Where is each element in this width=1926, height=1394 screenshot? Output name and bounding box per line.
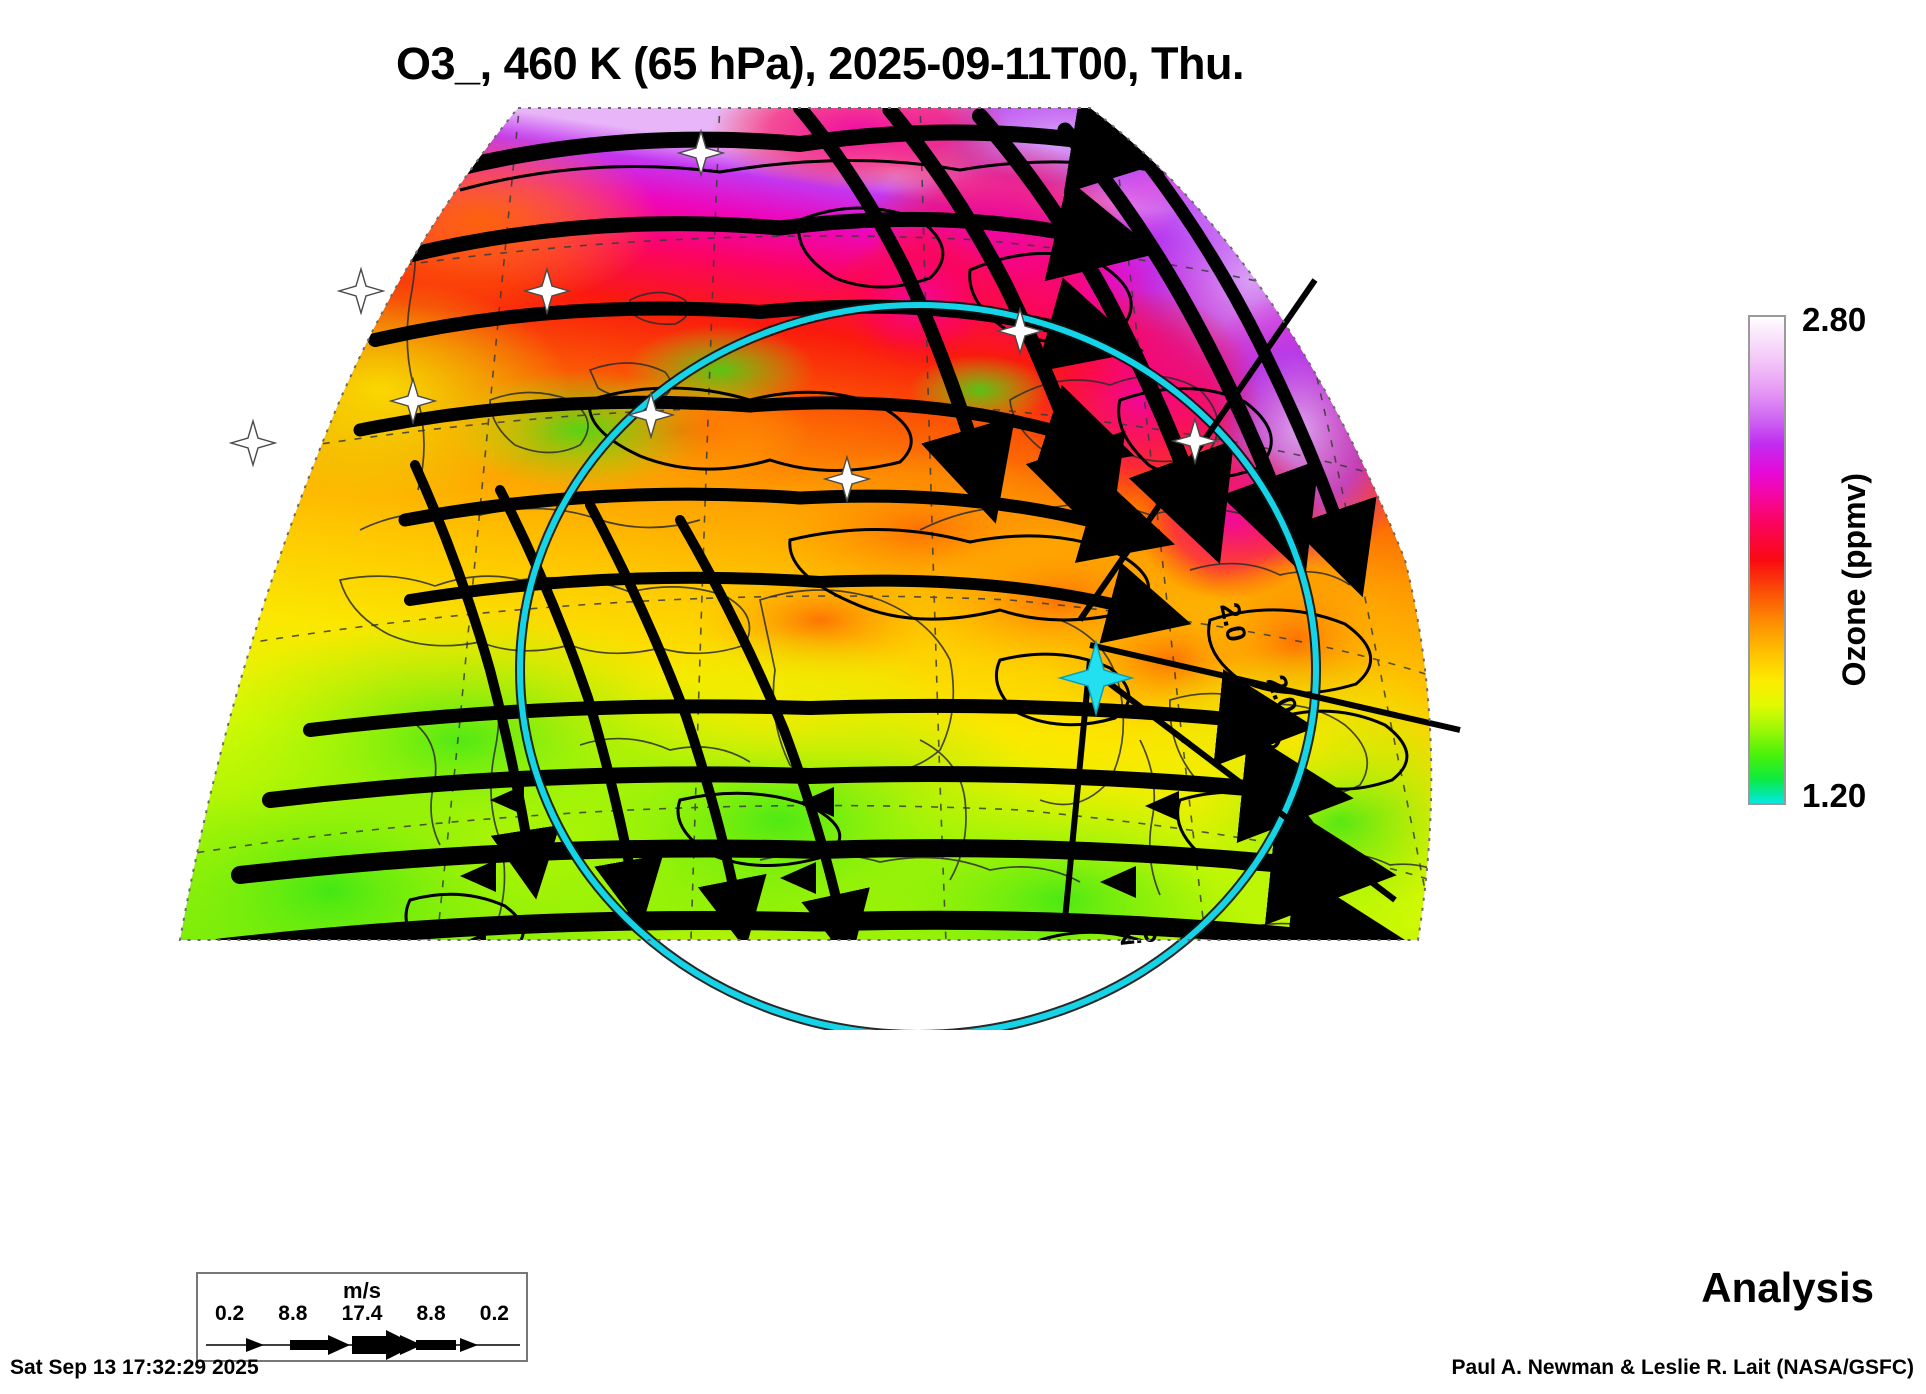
ozone-map[interactable]: 2.0 2.0 2.0 2.0 — [160, 100, 1480, 1030]
site-marker-star-icon[interactable] — [1057, 639, 1135, 717]
wind-legend-value: 17.4 — [341, 1302, 383, 1325]
colorbar-max-label: 2.80 — [1802, 301, 1867, 338]
wind-speed-legend: m/s 0.2 8.8 17.4 8.8 0.2 — [196, 1272, 528, 1362]
page-title: O3_, 460 K (65 hPa), 2025-09-11T00, Thu. — [396, 38, 1244, 89]
colorbar[interactable]: 2.80 1.20 Ozone (ppmv) — [1740, 301, 1926, 815]
station-markers[interactable] — [228, 128, 1220, 504]
wind-legend-value: 8.8 — [416, 1302, 446, 1325]
wind-legend-value: 0.2 — [479, 1302, 509, 1325]
wind-arrowheads-west — [450, 785, 1179, 940]
colorbar-axis-title: Ozone (ppmv) — [1836, 473, 1872, 687]
map-boundary — [178, 107, 1433, 941]
wind-legend-value: 8.8 — [278, 1302, 308, 1325]
wind-legend-unit-label: m/s — [343, 1278, 381, 1303]
wind-legend-values: 0.2 8.8 17.4 8.8 0.2 — [198, 1302, 526, 1326]
wind-legend-value: 0.2 — [215, 1302, 245, 1325]
wind-legend-arrow-icons — [206, 1330, 520, 1360]
generation-timestamp: Sat Sep 13 17:32:29 2025 — [10, 1356, 259, 1379]
map-panel[interactable]: 2.0 2.0 2.0 2.0 — [160, 100, 1480, 1030]
colorbar-gradient[interactable] — [1748, 315, 1786, 805]
analysis-label: Analysis — [1701, 1264, 1874, 1311]
colorbar-min-label: 1.20 — [1802, 777, 1867, 814]
range-ring[interactable] — [515, 300, 1321, 1030]
author-credit: Paul A. Newman & Leslie R. Lait (NASA/GS… — [1451, 1356, 1914, 1379]
ozone-field — [180, 108, 1432, 940]
